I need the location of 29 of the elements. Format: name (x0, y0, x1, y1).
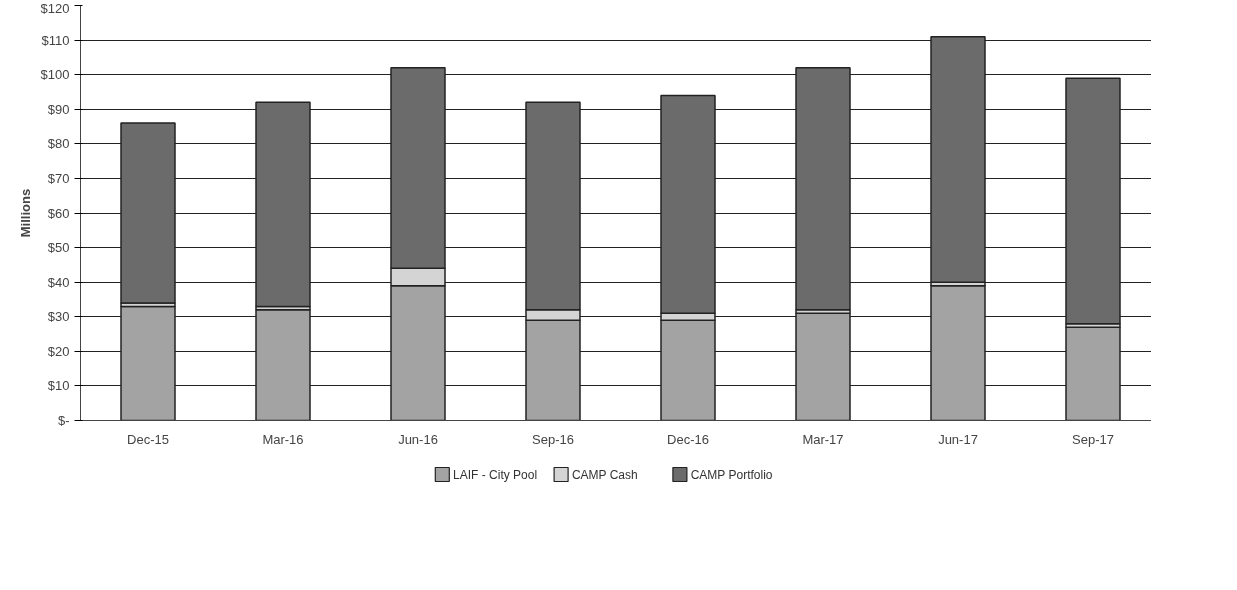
y-tick-label: $100 (40, 67, 70, 83)
x-tick-label: Sep-16 (532, 431, 574, 447)
x-tick-label: Mar-16 (262, 431, 304, 447)
bar (255, 101, 311, 308)
y-tick-label: $60 (47, 205, 70, 221)
legend-label: LAIF - City Pool (453, 467, 538, 482)
x-tick-label: Sep-17 (1072, 431, 1114, 447)
legend-label: CAMP Cash (571, 467, 638, 482)
x-tick-label: Jun-17 (938, 431, 978, 447)
y-tick-label: $40 (47, 274, 70, 290)
y-tick-label: $120 (40, 0, 70, 16)
y-tick-label: $50 (47, 240, 70, 256)
bar (795, 67, 851, 311)
y-tick-label: $80 (47, 136, 70, 152)
y-tick-label: $70 (47, 170, 70, 186)
x-tick-label: Mar-17 (802, 431, 844, 447)
x-tick-label: Jun-16 (398, 431, 438, 447)
bar (1065, 77, 1121, 325)
x-tick-label: Dec-16 (667, 431, 709, 447)
y-axis-title: Millions (17, 188, 33, 238)
y-tick-label: $10 (47, 378, 70, 394)
y-tick-label: $- (57, 413, 70, 428)
legend-label: CAMP Portfolio (690, 467, 773, 482)
y-tick-label: $90 (47, 101, 70, 117)
bar (120, 122, 176, 304)
y-tick-label: $20 (47, 343, 70, 359)
y-tick-label: $110 (41, 32, 70, 48)
y-tick-label: $30 (47, 309, 70, 325)
x-tick-label: Dec-15 (127, 431, 169, 447)
